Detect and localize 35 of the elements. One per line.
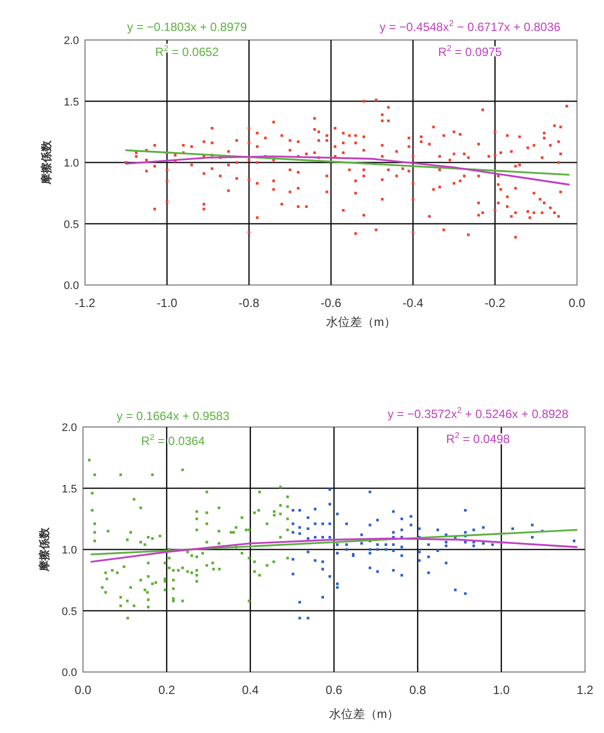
- x-axis-title: 水位差（m）: [329, 707, 399, 721]
- x-tick-label: 0.4: [242, 683, 259, 697]
- x-tick-label: 0.6: [326, 683, 343, 697]
- x-tick-label: 0.0: [568, 296, 586, 310]
- y-tick-label: 1.0: [64, 158, 79, 170]
- y-tick-label: 0.0: [64, 280, 79, 292]
- x-tick-label: 1.2: [576, 683, 594, 697]
- x-axis-title: 水位差（m）: [326, 315, 396, 329]
- x-tick-label: 0.8: [409, 683, 426, 697]
- y-axis-title: 摩擦係数: [38, 526, 51, 572]
- y-tick-label: 2.0: [62, 422, 77, 434]
- x-tick-label: 0.0: [74, 683, 92, 697]
- text: y = −0.4548x$^{2}$ − 0.6717x + 0.8036: [380, 18, 561, 34]
- y-tick-label: 1.5: [62, 483, 77, 496]
- annotation: R$^{2}$ = 0.0364: [141, 432, 206, 448]
- x-tick-label: -0.2: [484, 296, 506, 310]
- line-series: [125, 155, 570, 186]
- y-tick-label: 0.5: [62, 606, 77, 618]
- x-tick-label: 1.0: [492, 683, 510, 697]
- x-tick-label: -0.4: [402, 296, 424, 310]
- x-tick-label: -0.8: [238, 296, 260, 310]
- y-tick-label: 1.5: [64, 96, 79, 108]
- x-tick-label: -1.0: [156, 296, 178, 310]
- text: y = −0.3572x$^{2}$ + 0.5246x + 0.8928: [388, 405, 569, 421]
- text: y = −0.1803x + 0.8979: [127, 20, 248, 34]
- y-tick-label: 0.0: [62, 667, 77, 679]
- line-series: [90, 538, 578, 563]
- y-tick-label: 2.0: [64, 35, 79, 47]
- y-tick-label: 0.5: [64, 218, 79, 231]
- y-axis-title: 摩擦係数: [40, 140, 53, 186]
- x-tick-label: 0.2: [158, 683, 176, 697]
- x-tick-label: -0.6: [320, 296, 342, 310]
- x-tick-label: -1.2: [74, 296, 96, 310]
- y-tick-label: 1.0: [62, 544, 77, 556]
- text: y = 0.1664x + 0.9583: [116, 409, 230, 423]
